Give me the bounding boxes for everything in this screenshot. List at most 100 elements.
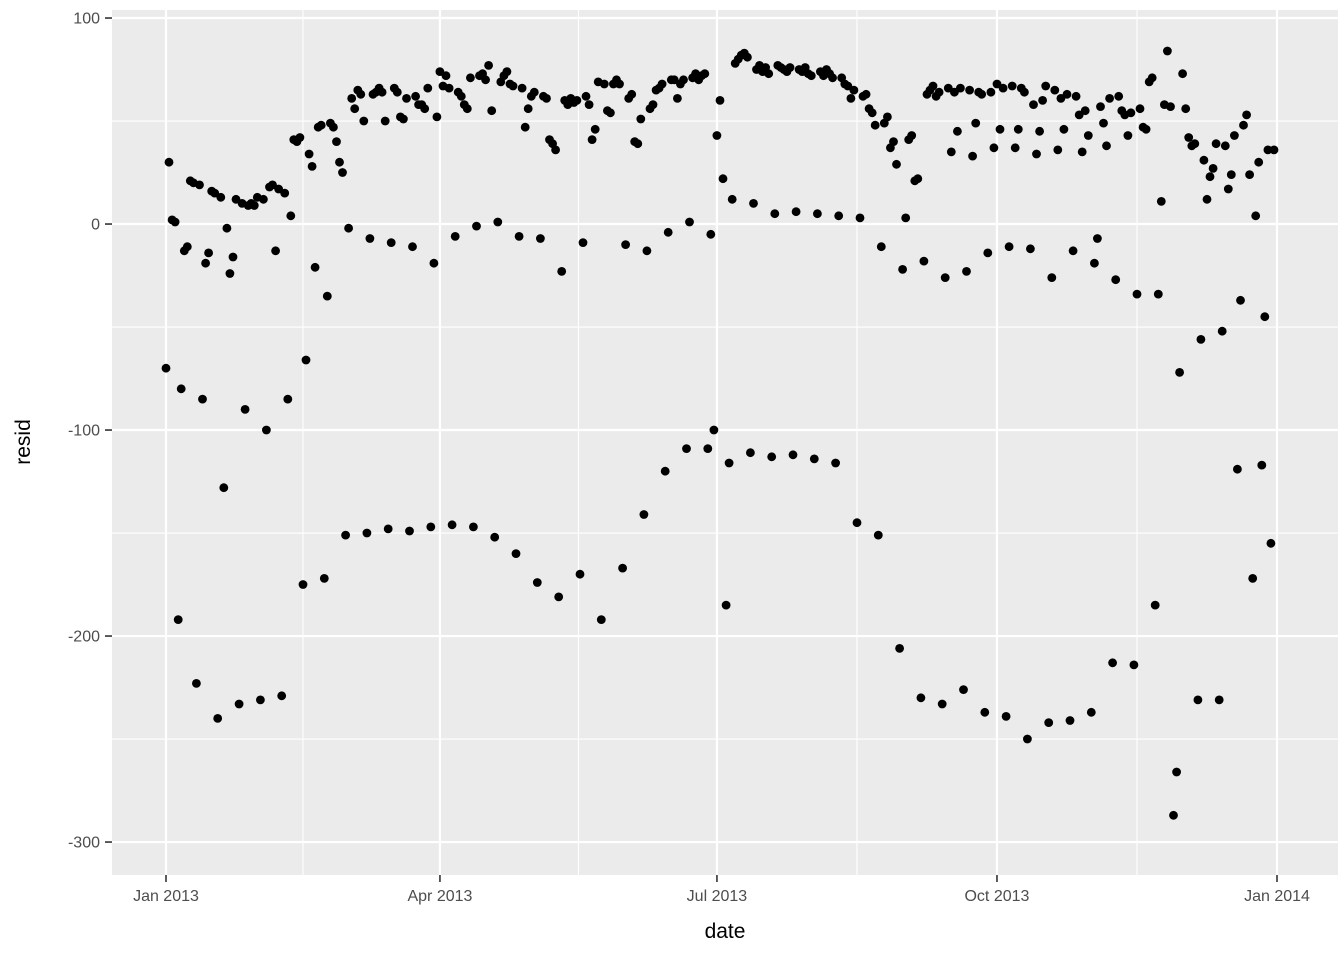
data-point bbox=[1199, 155, 1209, 165]
data-point bbox=[919, 256, 929, 266]
data-point bbox=[642, 246, 652, 256]
data-point bbox=[1010, 143, 1020, 153]
data-point bbox=[551, 145, 560, 155]
data-point bbox=[1114, 91, 1124, 101]
data-point bbox=[529, 87, 539, 97]
data-point bbox=[204, 248, 214, 258]
data-point bbox=[283, 394, 293, 404]
data-point bbox=[1193, 695, 1203, 705]
data-point bbox=[222, 223, 232, 233]
data-point bbox=[581, 91, 591, 101]
data-point bbox=[1233, 464, 1242, 474]
y-tick-label: -100 bbox=[68, 423, 100, 440]
data-point bbox=[481, 75, 490, 85]
data-point bbox=[718, 174, 728, 184]
data-point bbox=[998, 83, 1008, 93]
data-point bbox=[660, 466, 670, 476]
axis-ticks-layer bbox=[105, 17, 1278, 882]
data-point bbox=[508, 81, 518, 91]
data-point bbox=[1050, 85, 1060, 95]
data-point bbox=[1208, 164, 1218, 173]
data-point bbox=[1153, 289, 1163, 299]
data-point bbox=[1035, 126, 1044, 136]
data-point bbox=[956, 83, 965, 93]
axis-tick-labels-layer: 100 0 -100 -200 -300 Jan 2013 Apr 2013 Jul 2013… bbox=[68, 11, 1310, 905]
data-point bbox=[1013, 124, 1023, 134]
data-point bbox=[322, 291, 332, 301]
data-point bbox=[429, 258, 439, 268]
data-point bbox=[870, 120, 880, 130]
data-point bbox=[1245, 170, 1254, 180]
data-point bbox=[1044, 718, 1054, 727]
data-point bbox=[1062, 89, 1072, 99]
x-tick-label: Jan 2014 bbox=[1244, 888, 1310, 905]
data-point bbox=[1254, 157, 1264, 167]
data-point bbox=[575, 569, 585, 579]
x-tick-label: Oct 2013 bbox=[964, 888, 1029, 905]
data-point bbox=[1020, 87, 1029, 97]
data-point bbox=[466, 73, 475, 83]
data-point bbox=[599, 79, 609, 89]
data-point bbox=[1175, 368, 1184, 377]
data-point bbox=[161, 363, 171, 373]
data-point bbox=[989, 143, 999, 153]
data-point bbox=[1038, 96, 1047, 105]
data-point bbox=[304, 149, 314, 159]
data-point bbox=[295, 133, 305, 142]
data-point bbox=[356, 89, 366, 99]
data-point bbox=[249, 201, 259, 210]
data-point bbox=[873, 530, 883, 540]
data-point bbox=[849, 85, 859, 95]
data-point bbox=[1093, 234, 1102, 243]
data-point bbox=[1080, 106, 1090, 116]
data-point bbox=[1214, 695, 1224, 705]
data-point bbox=[462, 104, 472, 114]
x-axis-title: date bbox=[705, 920, 746, 943]
data-point bbox=[724, 458, 734, 468]
data-point bbox=[977, 89, 987, 99]
data-point bbox=[386, 238, 396, 248]
data-point bbox=[192, 679, 201, 688]
x-tick-label: Jan 2013 bbox=[133, 888, 199, 905]
data-point bbox=[743, 52, 752, 62]
data-point bbox=[828, 73, 837, 83]
y-tick-label: -300 bbox=[68, 835, 100, 852]
data-point bbox=[1263, 145, 1273, 155]
data-point bbox=[170, 217, 180, 227]
data-point bbox=[663, 227, 673, 237]
data-point bbox=[1178, 69, 1187, 79]
data-point bbox=[484, 61, 493, 70]
data-point bbox=[514, 232, 524, 241]
data-point bbox=[1135, 104, 1145, 114]
data-point bbox=[1129, 660, 1139, 670]
data-point bbox=[201, 258, 211, 268]
data-point bbox=[399, 114, 408, 124]
data-point bbox=[1220, 141, 1230, 151]
data-point bbox=[1236, 295, 1245, 305]
data-point bbox=[791, 207, 801, 217]
data-point bbox=[1029, 100, 1038, 109]
data-point bbox=[895, 644, 904, 653]
data-point bbox=[1068, 246, 1078, 256]
data-point bbox=[1156, 197, 1166, 206]
data-point bbox=[746, 448, 755, 458]
data-point bbox=[709, 425, 719, 435]
y-tick-label: 0 bbox=[91, 217, 100, 234]
data-point bbox=[450, 232, 460, 241]
data-point bbox=[1169, 810, 1178, 820]
data-point bbox=[542, 94, 551, 103]
data-point bbox=[271, 246, 280, 256]
data-point bbox=[316, 120, 326, 130]
data-point bbox=[983, 248, 993, 258]
data-point bbox=[584, 100, 594, 109]
data-point bbox=[213, 714, 223, 723]
grid-minor-lines bbox=[112, 10, 1338, 875]
data-point bbox=[1260, 312, 1270, 322]
data-point bbox=[813, 209, 822, 219]
data-point bbox=[195, 180, 204, 190]
data-point bbox=[587, 135, 597, 145]
data-point bbox=[1141, 124, 1151, 134]
data-point bbox=[1053, 145, 1063, 155]
data-point bbox=[995, 124, 1005, 134]
y-axis-title: resid bbox=[12, 419, 35, 465]
